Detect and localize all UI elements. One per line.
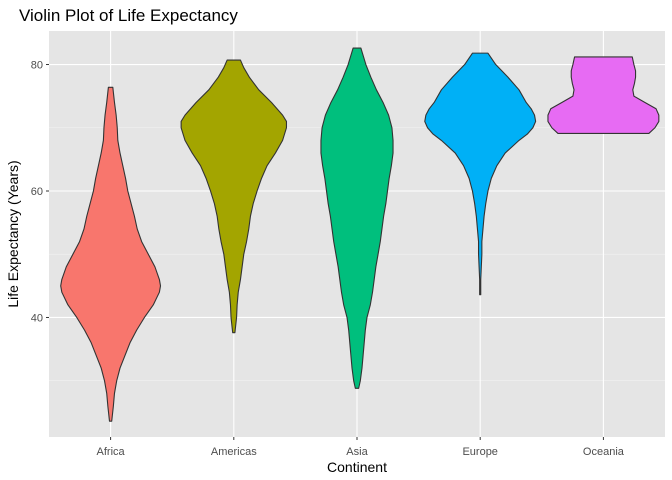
x-tick-label: Asia	[346, 446, 368, 458]
y-axis-ticks: 40 60 80	[31, 60, 49, 324]
violin-layer	[60, 47, 660, 422]
chart-title: Violin Plot of Life Expectancy	[19, 6, 238, 25]
violin-asia	[320, 47, 394, 389]
x-axis-title: Continent	[327, 459, 387, 475]
x-axis-ticks: Africa Americas Asia Europe Oceania	[97, 437, 625, 458]
y-tick-label: 80	[31, 60, 43, 72]
x-tick-label: Europe	[462, 446, 497, 458]
x-tick-label: Oceania	[583, 446, 625, 458]
violin-europe	[424, 52, 537, 296]
y-tick-label: 40	[31, 312, 43, 324]
y-tick-label: 60	[31, 186, 43, 198]
violin-americas	[180, 59, 288, 334]
x-tick-label: Africa	[97, 446, 126, 458]
violin-oceania	[547, 56, 660, 134]
y-axis-title: Life Expectancy (Years)	[5, 160, 21, 307]
violin-africa	[60, 86, 162, 422]
x-tick-label: Americas	[211, 446, 257, 458]
